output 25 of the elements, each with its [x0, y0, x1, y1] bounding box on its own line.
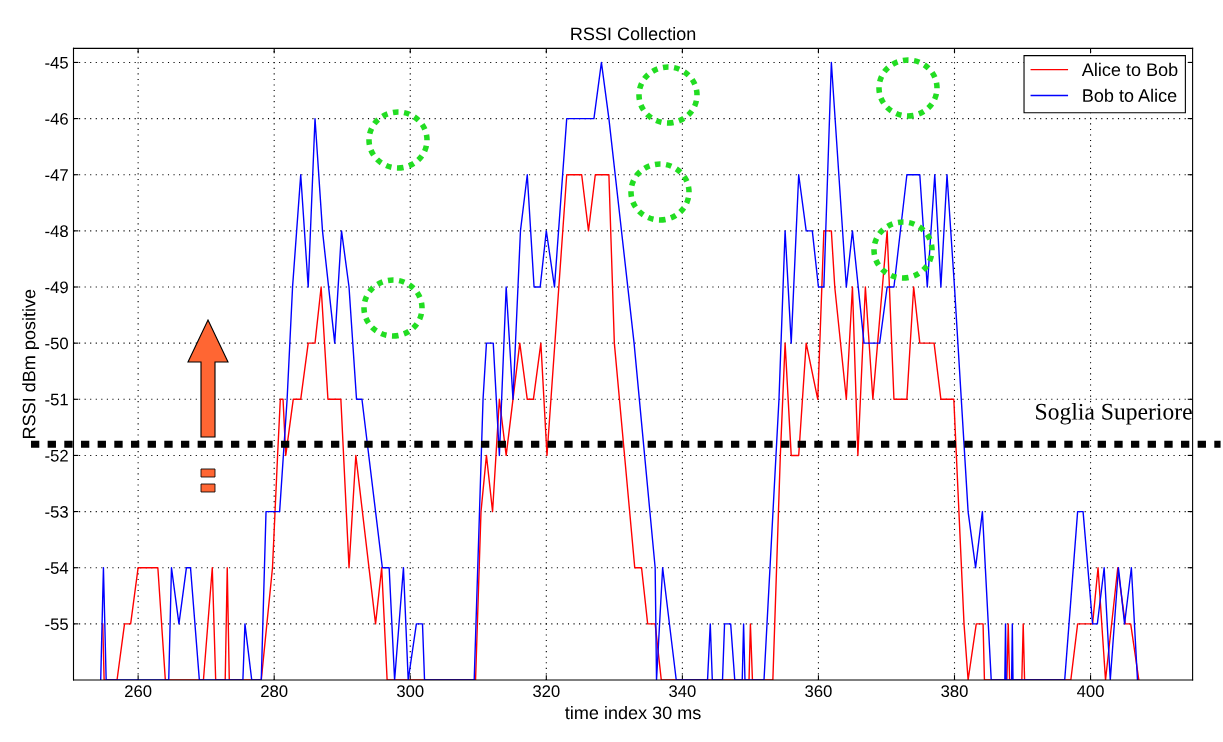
y-tick-label: -46: [45, 112, 68, 125]
y-tick-label: -55: [45, 618, 68, 631]
x-tick-label: 400: [1077, 685, 1104, 698]
ref-line-label: Soglia Superiore: [1036, 403, 1192, 425]
x-tick-label: 380: [941, 685, 968, 698]
y-tick-label: -47: [45, 169, 68, 181]
y-tick-label: -54: [45, 562, 69, 574]
y-tick-label: -48: [45, 225, 68, 238]
y-tick-label: -52: [45, 449, 68, 462]
x-tick-label: 300: [396, 685, 424, 698]
y-axis-title: RSSI dBm positive: [22, 289, 39, 438]
y-tick-label: -49: [45, 281, 68, 294]
y-tick-label: -45: [45, 57, 68, 69]
x-axis-title: time index 30 ms: [565, 705, 701, 720]
x-tick-label: 360: [805, 685, 832, 698]
x-tick-label: 280: [261, 685, 288, 698]
chart-title: RSSI Collection: [571, 26, 696, 41]
legend-label: Bob to Alice: [1083, 88, 1177, 102]
y-tick-label: -53: [45, 505, 68, 518]
x-tick-label: 340: [669, 685, 696, 698]
y-tick-label: -50: [45, 337, 68, 350]
y-tick-label: -51: [45, 393, 68, 406]
legend-label: Alice to Bob: [1081, 62, 1178, 77]
x-tick-label: 260: [125, 685, 152, 698]
x-tick-label: 320: [533, 685, 560, 698]
